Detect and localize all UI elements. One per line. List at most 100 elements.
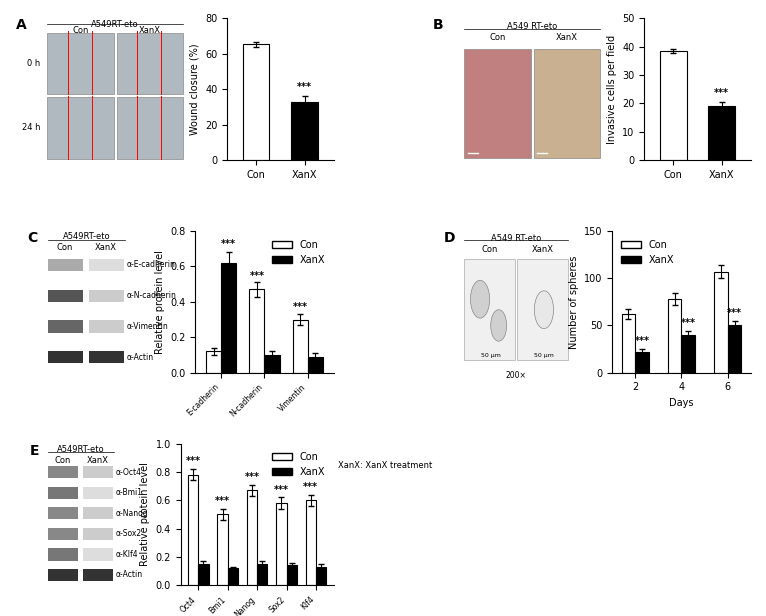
Bar bbox=[48, 320, 83, 333]
Text: C: C bbox=[27, 231, 37, 245]
Text: XanX: XanX bbox=[87, 456, 108, 465]
Text: ***: *** bbox=[635, 336, 650, 346]
Legend: Con, XanX: Con, XanX bbox=[268, 448, 329, 481]
Bar bbox=[89, 351, 123, 363]
Text: ***: *** bbox=[221, 239, 236, 249]
Text: α-Actin: α-Actin bbox=[127, 353, 154, 362]
Text: ***: *** bbox=[293, 302, 308, 312]
Bar bbox=[257, 564, 267, 585]
Text: XanX: XanX bbox=[139, 26, 161, 35]
Bar bbox=[116, 97, 183, 159]
Bar bbox=[517, 259, 568, 360]
Circle shape bbox=[535, 291, 554, 328]
Bar bbox=[89, 259, 123, 271]
Bar bbox=[293, 320, 308, 373]
Bar bbox=[464, 49, 531, 158]
Text: α-Sox2: α-Sox2 bbox=[116, 529, 142, 538]
Text: XanX: XanX treatment: XanX: XanX treatment bbox=[339, 461, 433, 469]
Bar bbox=[286, 565, 296, 585]
Text: α-Vimentin: α-Vimentin bbox=[127, 322, 169, 331]
Bar bbox=[206, 351, 221, 373]
Bar bbox=[714, 272, 728, 373]
Bar bbox=[709, 107, 735, 160]
Bar bbox=[83, 528, 113, 540]
Bar bbox=[228, 568, 238, 585]
Text: α-E-cadherin: α-E-cadherin bbox=[127, 261, 175, 269]
Bar bbox=[635, 352, 650, 373]
Bar bbox=[47, 487, 78, 499]
Bar bbox=[83, 507, 113, 519]
Bar bbox=[47, 528, 78, 540]
Text: α-Klf4: α-Klf4 bbox=[116, 550, 139, 559]
Bar bbox=[249, 290, 264, 373]
Bar bbox=[48, 351, 83, 363]
Bar bbox=[243, 44, 270, 160]
Bar bbox=[47, 548, 78, 561]
Text: B: B bbox=[433, 18, 444, 33]
Text: XanX: XanX bbox=[532, 245, 554, 254]
Text: 50 μm: 50 μm bbox=[534, 353, 554, 358]
Bar bbox=[47, 569, 78, 581]
Bar bbox=[47, 97, 114, 159]
Bar bbox=[83, 487, 113, 499]
Text: ***: *** bbox=[297, 82, 312, 92]
Text: α-Bmi1: α-Bmi1 bbox=[116, 488, 142, 497]
Bar bbox=[682, 335, 696, 373]
Text: Con: Con bbox=[54, 456, 70, 465]
Y-axis label: Invasive cells per field: Invasive cells per field bbox=[607, 34, 617, 144]
Text: E: E bbox=[29, 444, 39, 458]
Bar bbox=[47, 466, 78, 479]
Circle shape bbox=[491, 310, 506, 341]
X-axis label: Days: Days bbox=[669, 398, 694, 408]
Text: Con: Con bbox=[57, 243, 74, 253]
Text: 0 h: 0 h bbox=[27, 59, 41, 68]
Text: A549 RT-eto: A549 RT-eto bbox=[491, 234, 542, 243]
Y-axis label: Wound closure (%): Wound closure (%) bbox=[189, 44, 199, 135]
Text: ***: *** bbox=[274, 485, 289, 495]
Text: α-Actin: α-Actin bbox=[116, 570, 142, 580]
Bar bbox=[291, 102, 318, 160]
Bar bbox=[198, 564, 208, 585]
Text: 200×: 200× bbox=[506, 371, 527, 379]
Bar bbox=[277, 503, 286, 585]
Text: Con: Con bbox=[482, 245, 498, 254]
Text: XanX: XanX bbox=[94, 243, 116, 253]
Legend: Con, XanX: Con, XanX bbox=[268, 236, 329, 269]
Bar bbox=[83, 466, 113, 479]
Bar bbox=[116, 33, 183, 94]
Text: 50 μm: 50 μm bbox=[481, 353, 501, 358]
Text: A549RT-eto: A549RT-eto bbox=[57, 445, 105, 454]
Bar bbox=[306, 500, 316, 585]
Text: XanX: XanX bbox=[556, 33, 578, 43]
Text: α-Nanog: α-Nanog bbox=[116, 509, 149, 518]
Text: ***: *** bbox=[681, 318, 696, 328]
Bar bbox=[218, 514, 228, 585]
Bar bbox=[89, 290, 123, 302]
Text: A549 RT-eto: A549 RT-eto bbox=[507, 22, 558, 31]
Text: ***: *** bbox=[215, 496, 230, 506]
Bar bbox=[89, 320, 123, 333]
Text: ***: *** bbox=[185, 456, 201, 466]
Bar bbox=[621, 314, 635, 373]
Bar bbox=[534, 49, 600, 158]
Text: A: A bbox=[15, 18, 26, 33]
Text: D: D bbox=[444, 231, 455, 245]
Text: ***: *** bbox=[727, 308, 742, 318]
Circle shape bbox=[470, 280, 489, 318]
Bar bbox=[464, 259, 516, 360]
Bar bbox=[83, 548, 113, 561]
Bar bbox=[660, 51, 686, 160]
Legend: Con, XanX: Con, XanX bbox=[617, 236, 678, 269]
Bar bbox=[188, 475, 198, 585]
Text: ***: *** bbox=[303, 482, 319, 492]
Text: α-N-cadherin: α-N-cadherin bbox=[127, 291, 177, 300]
Text: A549RT-eto: A549RT-eto bbox=[91, 20, 139, 29]
Text: ***: *** bbox=[244, 472, 260, 482]
Bar bbox=[668, 299, 682, 373]
Bar bbox=[47, 507, 78, 519]
Y-axis label: Relative protein level: Relative protein level bbox=[140, 463, 150, 566]
Bar bbox=[308, 357, 322, 373]
Text: ***: *** bbox=[250, 270, 264, 280]
Text: ***: *** bbox=[714, 88, 729, 98]
Text: 24 h: 24 h bbox=[22, 123, 41, 132]
